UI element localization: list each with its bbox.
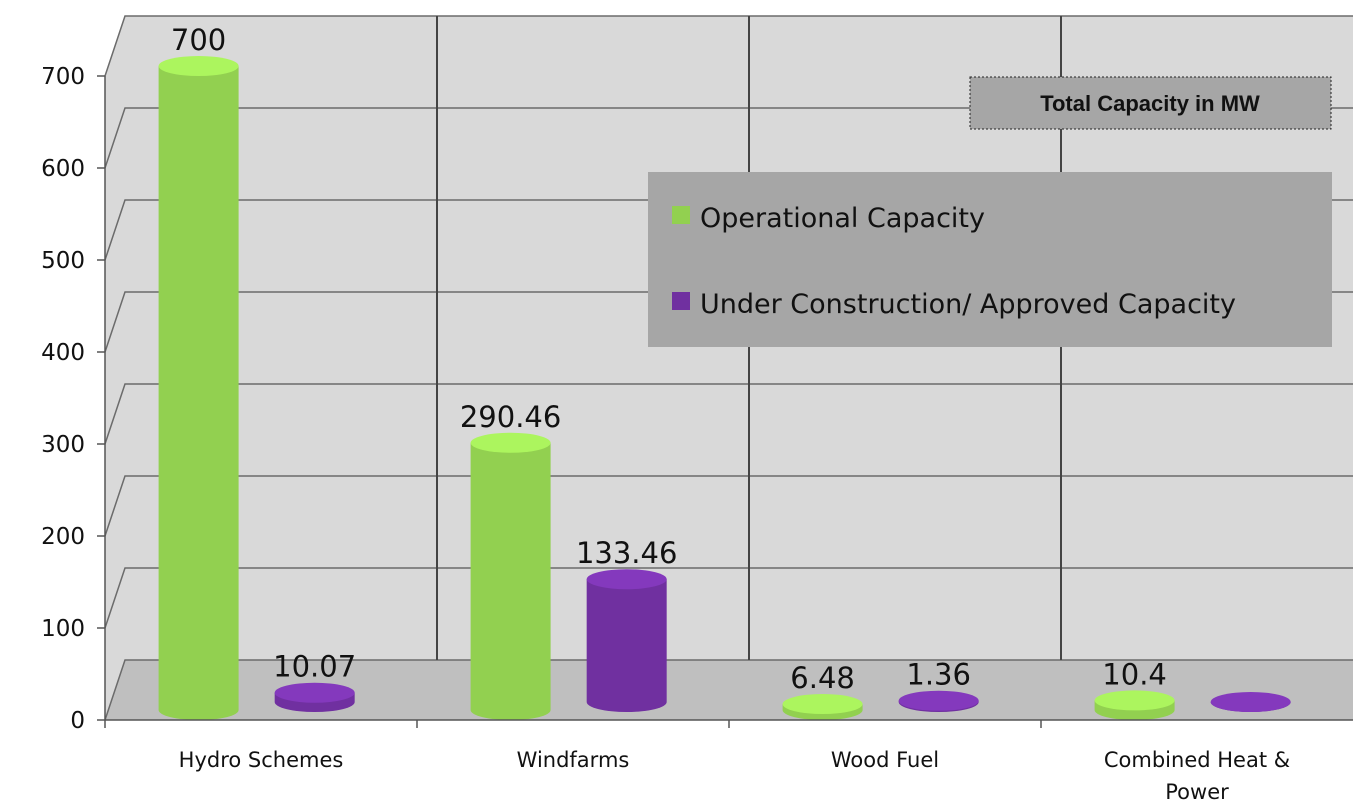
y-tick-label: 100 — [41, 616, 85, 642]
y-tick-label: 700 — [41, 64, 85, 90]
y-tick-label: 400 — [41, 340, 85, 366]
bar-1-1 — [586, 569, 667, 713]
gridline — [104, 107, 1353, 169]
bar-1-3 — [1210, 692, 1291, 713]
legend: Operational Capacity Under Construction/… — [648, 172, 1332, 347]
legend-frame — [648, 172, 1332, 347]
data-label: 10.4 — [1102, 657, 1167, 691]
data-label: 6.48 — [790, 661, 855, 695]
gridline — [104, 383, 1353, 445]
bar-top — [274, 682, 355, 703]
bar-top — [782, 694, 863, 715]
title-box: Total Capacity in MW — [969, 76, 1332, 130]
legend-swatch-under-construction — [672, 292, 690, 310]
bar-0-0 — [158, 56, 239, 720]
data-label: 133.46 — [576, 536, 677, 570]
bar-1-2 — [898, 690, 979, 713]
legend-label-under-construction: Under Construction/ Approved Capacity — [700, 289, 1236, 320]
bar-0-2 — [782, 694, 863, 720]
y-tick-label: 600 — [41, 156, 85, 182]
legend-swatch-operational — [672, 206, 690, 224]
data-label: 700 — [171, 23, 226, 57]
chart-title: Total Capacity in MW — [1040, 91, 1260, 116]
data-labels: 700 10.07 290.46 133.46 6.48 1.36 10.4 — [171, 23, 1167, 695]
gridline — [104, 15, 1353, 77]
bar-1-0 — [274, 682, 355, 712]
bar-top — [1210, 692, 1291, 712]
bar-body — [158, 66, 239, 720]
y-tick-label: 0 — [70, 708, 85, 734]
bar-0-3 — [1094, 690, 1175, 720]
x-category-label: Hydro Schemes — [179, 748, 344, 772]
bar-body — [470, 442, 551, 720]
title-box-frame — [969, 76, 1332, 130]
gridline — [104, 567, 1353, 629]
x-category-label: Windfarms — [517, 748, 630, 772]
data-label: 10.07 — [273, 650, 356, 684]
bar-top — [898, 690, 979, 711]
bar-top — [1094, 690, 1175, 711]
x-category-label: Wood Fuel — [831, 748, 939, 772]
legend-label-operational: Operational Capacity — [700, 203, 985, 234]
y-tick-label: 500 — [41, 248, 85, 274]
data-label: 1.36 — [906, 658, 971, 692]
y-axis: 0 100 200 300 400 500 600 700 — [41, 64, 106, 734]
data-label: 290.46 — [460, 400, 561, 434]
bar-top — [470, 432, 551, 453]
y-tick-label: 200 — [41, 524, 85, 550]
x-category-label: Combined Heat & — [1104, 748, 1290, 772]
gridline — [104, 659, 1353, 721]
x-axis: Hydro Schemes Windfarms Wood Fuel Combined … — [104, 719, 1353, 804]
x-category-label: Power — [1165, 780, 1229, 804]
floor — [105, 660, 1353, 720]
bar-top — [158, 56, 239, 76]
bar-top — [586, 569, 667, 590]
y-tick-label: 300 — [41, 432, 85, 458]
bar-body — [586, 579, 667, 713]
gridline — [104, 475, 1353, 537]
bar-0-1 — [470, 432, 551, 720]
side-wall — [105, 16, 125, 720]
bars — [158, 56, 1291, 720]
